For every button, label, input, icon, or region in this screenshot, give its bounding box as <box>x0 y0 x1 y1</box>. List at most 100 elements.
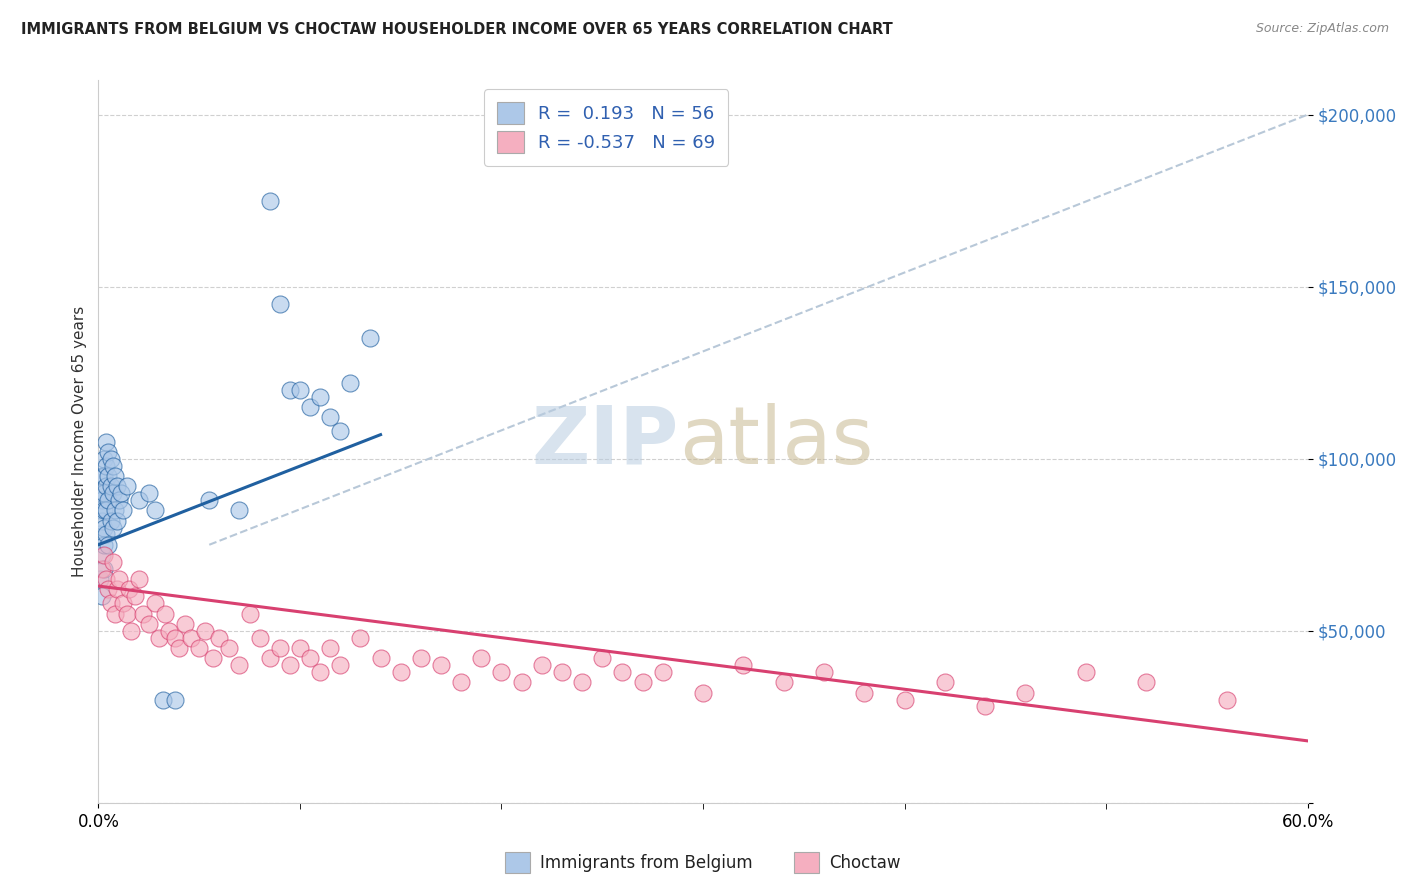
Point <box>96 527 118 541</box>
Point <box>591 651 613 665</box>
Point <box>692 686 714 700</box>
Point <box>974 699 997 714</box>
Point <box>93 520 115 534</box>
Point <box>198 493 221 508</box>
Point <box>91 562 114 576</box>
Point <box>93 562 115 576</box>
Point <box>101 486 124 500</box>
Point <box>409 651 432 665</box>
Point <box>103 607 125 621</box>
Point <box>278 658 301 673</box>
Point <box>124 590 146 604</box>
Point <box>105 479 128 493</box>
Point <box>194 624 217 638</box>
Point <box>157 624 180 638</box>
Point <box>163 631 186 645</box>
Point <box>91 493 114 508</box>
Point <box>339 376 361 390</box>
Point <box>218 640 240 655</box>
Point <box>91 548 114 562</box>
Y-axis label: Householder Income Over 65 years: Householder Income Over 65 years <box>72 306 87 577</box>
Point <box>551 665 574 679</box>
Point <box>163 692 186 706</box>
Point <box>733 658 755 673</box>
Point <box>299 400 322 414</box>
Point <box>128 572 150 586</box>
Point <box>97 538 120 552</box>
Point <box>470 651 492 665</box>
Point <box>101 458 124 473</box>
Point <box>893 692 915 706</box>
Point <box>89 503 111 517</box>
Point <box>96 503 118 517</box>
Point <box>100 596 122 610</box>
Point <box>319 640 342 655</box>
Point <box>360 331 382 345</box>
Point <box>148 631 170 645</box>
Point <box>103 503 125 517</box>
Point <box>96 434 118 449</box>
Point <box>934 675 956 690</box>
Point <box>103 469 125 483</box>
Legend: R =  0.193   N = 56, R = -0.537   N = 69: R = 0.193 N = 56, R = -0.537 N = 69 <box>484 89 728 166</box>
Point <box>115 607 138 621</box>
Point <box>329 424 352 438</box>
Point <box>111 596 134 610</box>
Point <box>107 493 129 508</box>
Point <box>309 665 332 679</box>
Point <box>101 555 124 569</box>
Point <box>120 624 142 638</box>
Point <box>1014 686 1036 700</box>
Point <box>202 651 225 665</box>
Point <box>100 451 122 466</box>
Point <box>105 582 128 597</box>
Point <box>612 665 634 679</box>
Point <box>132 607 155 621</box>
Point <box>389 665 412 679</box>
Point <box>228 658 250 673</box>
Point <box>115 479 138 493</box>
Point <box>188 640 211 655</box>
Point <box>97 493 120 508</box>
Point <box>91 514 114 528</box>
Point <box>813 665 835 679</box>
Point <box>97 582 120 597</box>
Point <box>208 631 231 645</box>
Legend: Immigrants from Belgium, Choctaw: Immigrants from Belgium, Choctaw <box>499 846 907 880</box>
Point <box>97 469 120 483</box>
Point <box>571 675 593 690</box>
Point <box>96 479 118 493</box>
Text: Source: ZipAtlas.com: Source: ZipAtlas.com <box>1256 22 1389 36</box>
Point <box>91 590 114 604</box>
Point <box>651 665 673 679</box>
Point <box>128 493 150 508</box>
Point <box>96 572 118 586</box>
Point <box>530 658 553 673</box>
Text: atlas: atlas <box>679 402 873 481</box>
Point <box>349 631 371 645</box>
Point <box>118 582 141 597</box>
Point <box>1216 692 1239 706</box>
Point <box>143 596 166 610</box>
Point <box>107 572 129 586</box>
Point <box>93 548 115 562</box>
Point <box>319 410 342 425</box>
Point <box>631 675 654 690</box>
Point <box>259 194 281 208</box>
Point <box>101 520 124 534</box>
Point <box>167 640 190 655</box>
Point <box>138 486 160 500</box>
Point <box>288 383 311 397</box>
Point <box>299 651 322 665</box>
Point <box>89 572 111 586</box>
Point <box>105 514 128 528</box>
Text: ZIP: ZIP <box>531 402 679 481</box>
Point <box>370 651 392 665</box>
Point <box>1074 665 1097 679</box>
Point <box>269 297 291 311</box>
Point <box>138 616 160 631</box>
Point <box>97 445 120 459</box>
Point <box>491 665 513 679</box>
Point <box>89 486 111 500</box>
Point <box>430 658 453 673</box>
